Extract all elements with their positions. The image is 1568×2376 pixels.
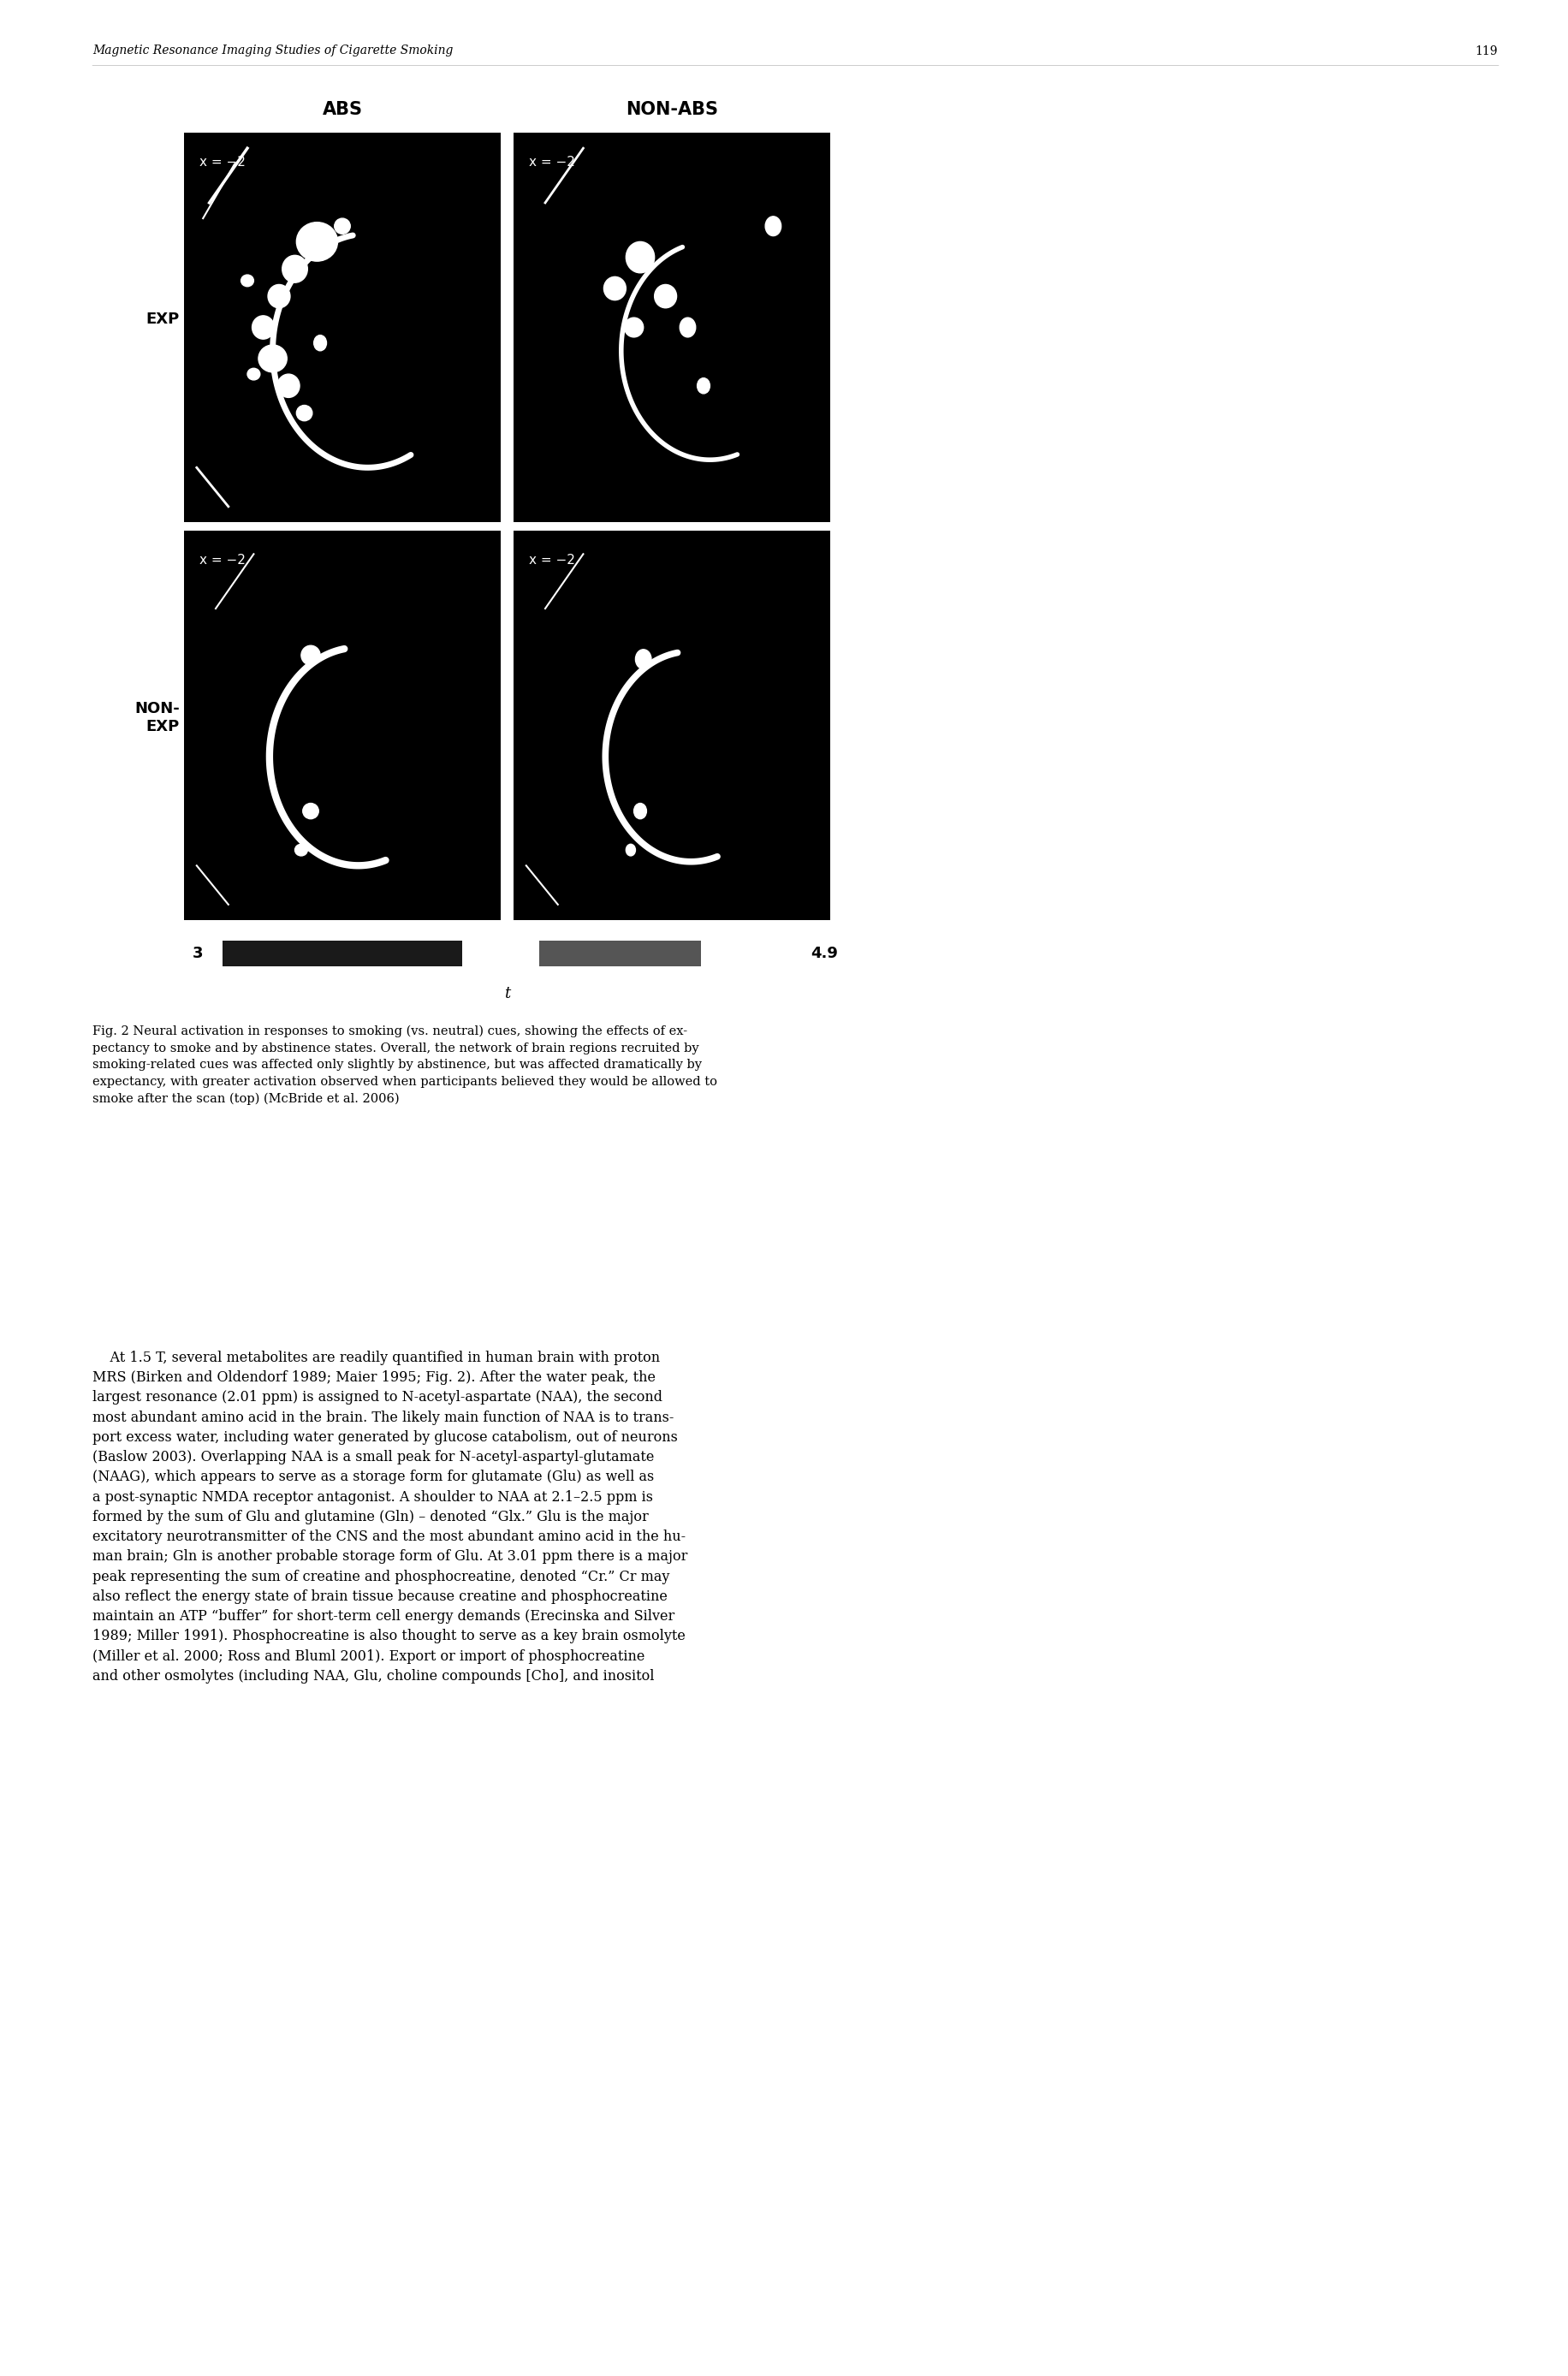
Ellipse shape [334,219,350,233]
Text: Fig. 2 Neural activation in responses to smoking (vs. neutral) cues, showing the: Fig. 2 Neural activation in responses to… [93,1026,717,1105]
Ellipse shape [241,276,254,287]
Ellipse shape [278,373,299,397]
Ellipse shape [296,406,312,421]
Ellipse shape [296,223,337,261]
Text: x = −2: x = −2 [199,157,246,169]
Text: 119: 119 [1474,45,1497,57]
Text: 3: 3 [193,946,204,962]
Ellipse shape [635,649,651,670]
Ellipse shape [626,242,654,273]
Bar [539,941,701,967]
Ellipse shape [252,316,274,340]
Text: EXP: EXP [146,311,180,328]
Text: At 1.5 T, several metabolites are readily quantified in human brain with proton
: At 1.5 T, several metabolites are readil… [93,1350,687,1685]
Ellipse shape [268,285,290,309]
Text: t: t [503,986,510,1000]
Ellipse shape [282,254,307,283]
Text: Magnetic Resonance Imaging Studies of Cigarette Smoking: Magnetic Resonance Imaging Studies of Ci… [93,45,453,57]
Ellipse shape [679,318,695,337]
Text: NON-ABS: NON-ABS [626,100,718,119]
Text: x = −2: x = −2 [528,157,575,169]
Ellipse shape [303,803,318,820]
Ellipse shape [301,646,320,665]
Text: 4.9: 4.9 [811,946,837,962]
Text: x = −2: x = −2 [199,554,246,568]
Ellipse shape [295,843,307,855]
Ellipse shape [314,335,326,352]
Ellipse shape [633,803,646,820]
Ellipse shape [654,285,676,309]
Text: ABS: ABS [321,100,362,119]
Circle shape [765,216,781,235]
Bar [223,941,461,967]
Ellipse shape [624,318,643,337]
Ellipse shape [259,345,287,373]
Ellipse shape [626,843,635,855]
Ellipse shape [604,276,626,299]
Ellipse shape [696,378,709,394]
Text: NON-
EXP: NON- EXP [135,701,180,734]
Ellipse shape [248,368,260,380]
Text: x = −2: x = −2 [528,554,575,568]
